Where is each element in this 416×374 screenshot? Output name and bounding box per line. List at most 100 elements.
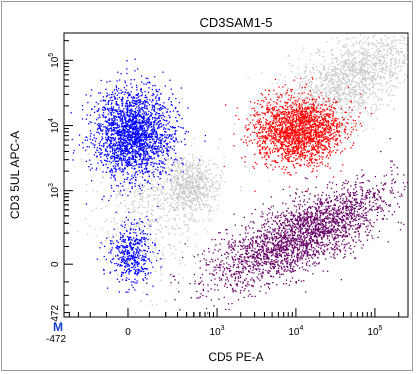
data-point [361, 73, 363, 75]
data-point [251, 244, 253, 246]
data-point [308, 242, 310, 244]
data-point [404, 59, 406, 61]
data-point [310, 231, 312, 233]
data-point [196, 208, 198, 210]
data-point [348, 128, 351, 130]
data-point [247, 265, 249, 267]
data-point [247, 119, 249, 122]
data-point [402, 36, 405, 39]
data-point [389, 190, 391, 192]
data-point [305, 86, 307, 89]
data-point [264, 284, 266, 286]
data-point [200, 208, 202, 211]
data-point [353, 62, 356, 64]
data-point [336, 196, 339, 198]
data-point [291, 270, 293, 273]
data-point [366, 54, 368, 56]
data-point [390, 51, 392, 53]
data-point [334, 220, 336, 222]
data-point [336, 37, 338, 39]
data-point [344, 72, 346, 74]
data-point [80, 158, 83, 161]
data-point [341, 57, 343, 59]
data-point [149, 221, 151, 223]
data-point [189, 283, 191, 285]
data-point [343, 89, 345, 91]
data-point [196, 297, 198, 299]
data-point [219, 187, 221, 189]
data-point [389, 91, 391, 93]
data-point [327, 229, 329, 231]
data-point [132, 201, 134, 203]
data-point [253, 257, 255, 259]
data-point [311, 247, 313, 249]
data-point [293, 235, 295, 237]
data-point [351, 228, 354, 230]
data-point [316, 221, 318, 223]
data-point [333, 96, 335, 98]
data-point [385, 174, 388, 176]
data-point [241, 263, 243, 265]
data-point [137, 166, 139, 168]
data-point [200, 155, 203, 158]
data-point [108, 236, 110, 238]
data-point [301, 105, 303, 108]
data-point [362, 122, 364, 124]
data-point [356, 100, 358, 102]
data-point [321, 250, 323, 253]
data-point [254, 257, 256, 259]
data-point [269, 118, 271, 120]
data-point [353, 212, 355, 214]
data-point [342, 65, 345, 67]
data-point [191, 212, 193, 215]
data-point [353, 57, 355, 59]
data-point [262, 268, 264, 271]
data-point [381, 63, 384, 66]
data-point [358, 61, 360, 64]
data-point [350, 218, 352, 220]
data-point [174, 228, 176, 230]
data-point [198, 201, 200, 203]
data-point [163, 188, 165, 190]
data-point [280, 250, 282, 252]
data-point [339, 217, 341, 219]
data-point [320, 248, 322, 250]
data-point [316, 65, 318, 68]
data-point [333, 237, 335, 239]
data-point [205, 295, 208, 298]
data-point [237, 280, 240, 282]
data-point [200, 177, 203, 179]
data-point [199, 164, 201, 167]
data-point [148, 242, 150, 244]
data-point [356, 73, 358, 76]
data-point [391, 187, 393, 189]
data-point [261, 211, 263, 213]
data-point [361, 111, 363, 113]
data-point [329, 80, 331, 82]
data-point [379, 204, 381, 207]
data-point [181, 204, 183, 206]
data-point [301, 50, 304, 52]
data-point [139, 204, 141, 207]
data-point [251, 271, 253, 274]
data-point [166, 159, 169, 161]
data-point [200, 293, 202, 295]
data-point [354, 95, 356, 97]
data-point [348, 61, 350, 64]
data-point [304, 98, 306, 100]
data-point [328, 103, 330, 106]
data-point [353, 64, 356, 66]
data-point [304, 128, 306, 130]
data-point [363, 47, 365, 50]
data-point [295, 105, 298, 107]
data-point [361, 62, 363, 65]
data-point [186, 182, 189, 184]
data-point [331, 80, 333, 82]
data-point [273, 264, 276, 266]
data-point [249, 267, 252, 270]
data-point [335, 112, 338, 114]
data-point [182, 174, 184, 176]
data-point [280, 234, 282, 237]
data-point [152, 210, 154, 212]
data-point [282, 249, 285, 251]
